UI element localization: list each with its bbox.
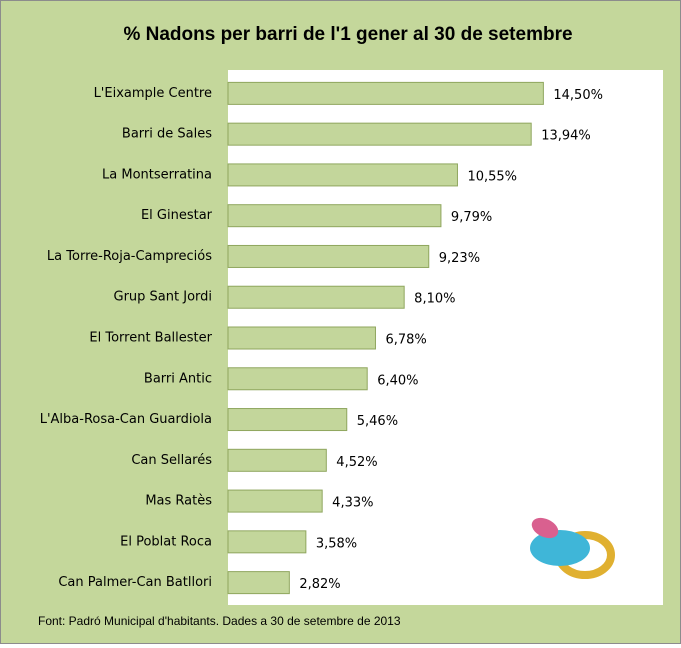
category-label: Barri Antic [144,371,212,386]
bar [228,490,322,512]
category-label: El Torrent Ballester [89,331,212,346]
value-label: 13,94% [541,129,591,144]
bar [228,205,441,227]
bar [228,82,543,104]
source-note: Font: Padró Municipal d'habitants. Dades… [38,614,401,628]
value-label: 5,46% [357,414,398,429]
bar [228,572,289,594]
value-label: 14,50% [553,88,603,103]
bar [228,286,404,308]
bar [228,531,306,553]
chart: % Nadons per barri de l'1 gener al 30 de… [0,0,681,644]
bar [228,164,457,186]
value-label: 10,55% [467,169,517,184]
category-label: Can Sellarés [131,453,212,468]
value-label: 8,10% [414,292,455,307]
bar [228,327,375,349]
value-label: 4,33% [332,496,373,511]
category-label: Barri de Sales [122,127,212,142]
bar [228,409,347,431]
category-label: Mas Ratès [145,494,212,509]
chart-title: % Nadons per barri de l'1 gener al 30 de… [123,24,572,45]
bar [228,368,367,390]
category-label: La Montserratina [102,167,212,182]
category-label: El Ginestar [141,208,213,223]
value-label: 6,40% [377,373,418,388]
value-label: 9,79% [451,210,492,225]
value-label: 6,78% [385,333,426,348]
value-label: 2,82% [299,577,340,592]
bar [228,123,531,145]
category-label: Can Palmer-Can Batllori [58,575,212,590]
bar [228,449,326,471]
category-label: L'Alba-Rosa-Can Guardiola [40,412,212,427]
value-label: 9,23% [439,251,480,266]
value-label: 4,52% [336,455,377,470]
value-label: 3,58% [316,536,357,551]
bar [228,245,429,267]
category-label: La Torre-Roja-Campreciós [47,249,212,264]
category-label: Grup Sant Jordi [114,290,213,305]
pacifier-shield [530,530,590,566]
category-label: L'Eixample Centre [94,86,212,101]
category-label: El Poblat Roca [120,534,212,549]
